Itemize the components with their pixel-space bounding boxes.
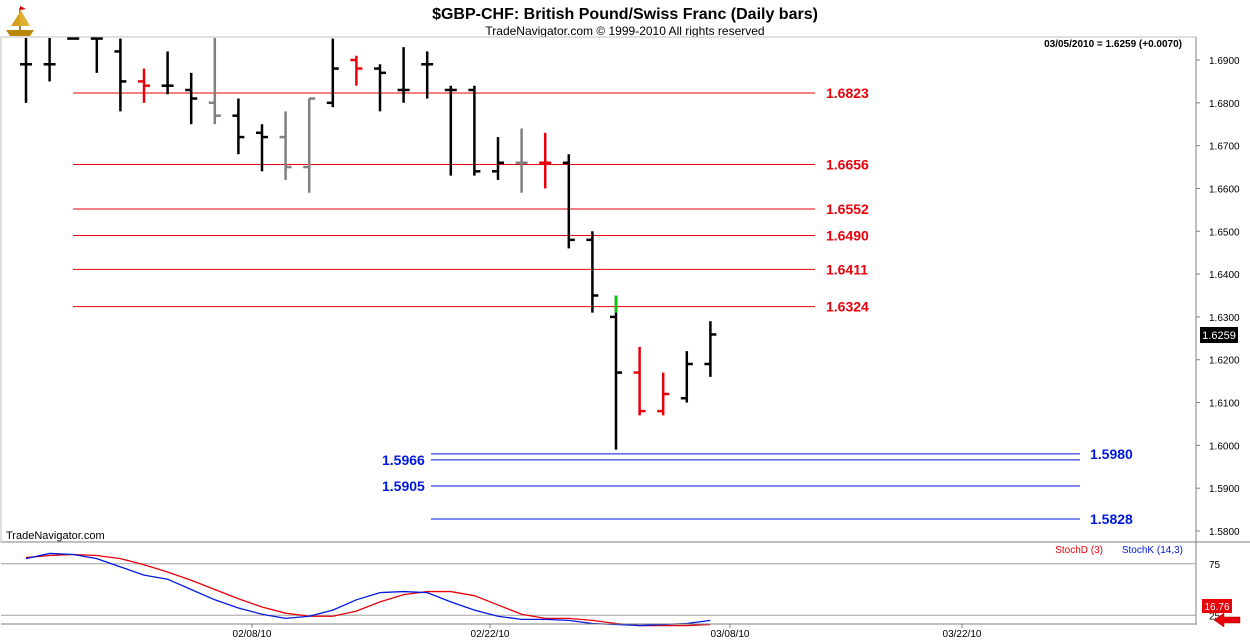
- ohlc-bar: [232, 98, 245, 155]
- stochk-line: [25, 552, 711, 627]
- ohlc-bar: [20, 38, 32, 103]
- watermark: TradeNavigator.com: [6, 530, 105, 542]
- ohlc-bar: [397, 47, 410, 103]
- support-label: 1.5966: [382, 452, 425, 468]
- price-tick-label: 1.6000: [1209, 441, 1240, 452]
- ohlc-bar: [374, 64, 386, 112]
- last-price-label: 1.6259: [1202, 330, 1236, 342]
- ohlc-bar: [610, 295, 622, 450]
- ohlc-bar: [444, 85, 457, 176]
- resistance-label: 1.6656: [826, 156, 869, 172]
- ohlc-bar: [562, 154, 575, 249]
- ohlc-bar: [279, 111, 292, 180]
- ohlc-bar: [515, 128, 528, 193]
- support-label: 1.5905: [382, 478, 425, 494]
- ohlc-bar: [114, 38, 127, 112]
- date-tick-label: 02/08/10: [233, 629, 272, 640]
- price-tick-label: 1.6100: [1209, 399, 1240, 410]
- ohlc-bar: [704, 321, 717, 377]
- legend-stochk: StochK (14,3): [1122, 545, 1183, 556]
- date-tick-label: 02/22/10: [471, 629, 510, 640]
- price-tick-label: 1.6500: [1209, 227, 1240, 238]
- ohlc-bar: [208, 38, 221, 125]
- price-y-axis: 1.6900 1.6800 1.6700 1.6600 1.6500 1.6400 1.63…: [1196, 56, 1240, 538]
- ohlc-bar: [161, 51, 174, 95]
- last-price-marker: 1.6259: [1200, 327, 1238, 343]
- stoch-legend: StochD (3) StochK (14,3): [1055, 545, 1183, 556]
- price-tick-label: 1.6800: [1209, 99, 1240, 110]
- sailing-ship-icon: [6, 6, 34, 36]
- ohlc-bar: [350, 55, 363, 86]
- ohlc-bar: [657, 372, 670, 416]
- ohlc-bar: [680, 351, 693, 403]
- ohlc-bar: [303, 97, 316, 193]
- price-levels: 1.6823 1.6656 1.6552 1.6490 1.6411 1.6324 1.59…: [73, 85, 1133, 527]
- ohlc-bar: [539, 132, 552, 189]
- ohlc-bar: [468, 85, 481, 176]
- ohlc-bars: [20, 37, 717, 450]
- logo: [6, 6, 34, 36]
- price-panel: [0, 36, 1197, 543]
- price-tick-label: 1.6900: [1209, 56, 1240, 67]
- stoch-last-label: 16.76: [1204, 602, 1229, 613]
- price-tick-label: 1.5800: [1209, 527, 1240, 538]
- stoch-y-axis: 75 25: [1, 560, 1221, 622]
- resistance-label: 1.6490: [826, 228, 869, 244]
- ohlc-bar: [586, 231, 599, 313]
- support-label: 1.5980: [1090, 446, 1133, 462]
- ohlc-bar: [492, 137, 504, 180]
- quote-readout: 03/05/2010 = 1.6259 (+0.0070): [1044, 39, 1182, 50]
- resistance-label: 1.6552: [826, 201, 869, 217]
- date-tick-label: 03/08/10: [711, 629, 750, 640]
- ohlc-bar: [256, 124, 268, 172]
- support-label: 1.5828: [1090, 511, 1133, 527]
- stoch-tick-label: 25: [1209, 611, 1221, 622]
- price-tick-label: 1.5900: [1209, 484, 1240, 495]
- price-tick-label: 1.6400: [1209, 270, 1240, 281]
- stochd-line: [25, 553, 711, 627]
- date-axis: 02/08/10 02/22/10 03/08/10 03/22/10: [233, 624, 982, 640]
- price-tick-label: 1.6600: [1209, 184, 1240, 195]
- resistance-label: 1.6411: [826, 261, 868, 277]
- stoch-last-marker: 16.76: [1202, 599, 1232, 613]
- left-arrow-icon: [1213, 612, 1241, 628]
- resistance-label: 1.6823: [826, 85, 869, 101]
- date-tick-label: 03/22/10: [943, 629, 982, 640]
- price-tick-label: 1.6200: [1209, 356, 1240, 367]
- ohlc-bar: [67, 37, 80, 40]
- ohlc-bar: [43, 38, 56, 82]
- ohlc-bar: [90, 37, 103, 73]
- chart-title: $GBP-CHF: British Pound/Swiss Franc (Dai…: [432, 6, 818, 23]
- scroll-left-button[interactable]: [1213, 612, 1241, 628]
- price-tick-label: 1.6300: [1209, 313, 1240, 324]
- legend-stochd: StochD (3): [1055, 545, 1103, 556]
- stoch-tick-label: 75: [1209, 560, 1221, 571]
- ohlc-bar: [138, 68, 150, 103]
- resistance-label: 1.6324: [826, 299, 869, 315]
- ohlc-bar: [185, 72, 198, 125]
- price-tick-label: 1.6700: [1209, 142, 1240, 153]
- ohlc-bar: [633, 346, 646, 416]
- ohlc-bar: [421, 51, 434, 99]
- ohlc-bar: [326, 38, 339, 108]
- chart-subtitle: TradeNavigator.com © 1999-2010 All right…: [485, 24, 764, 38]
- stoch-lines: [25, 552, 711, 627]
